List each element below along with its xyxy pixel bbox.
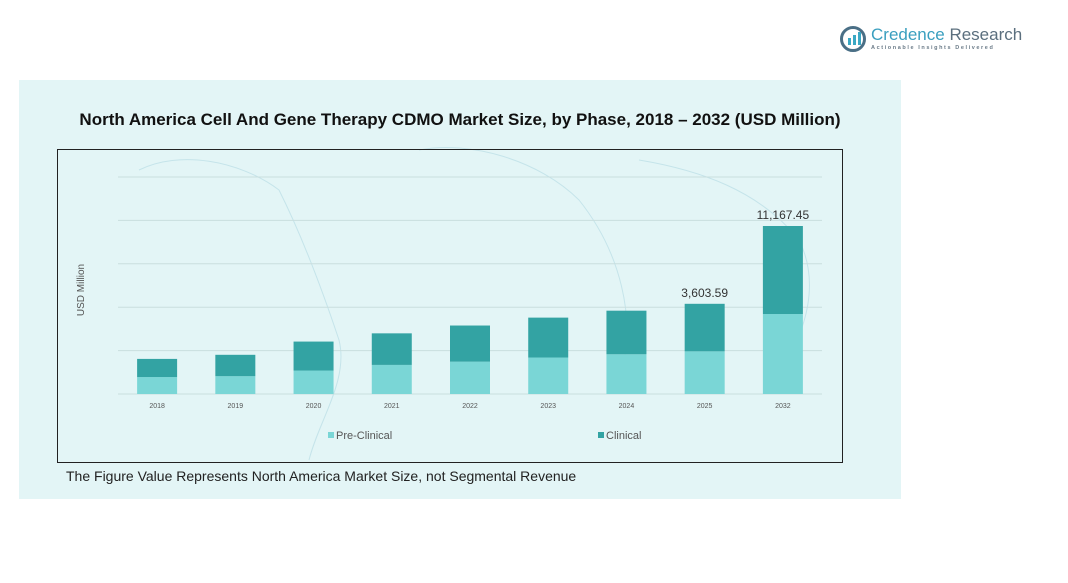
bar-clinical-2022 [450, 325, 490, 362]
bar-clinical-2032 [762, 226, 803, 315]
legend-label-pre-clinical: Pre-Clinical [336, 430, 392, 442]
bar-pre-clinical-2024 [606, 354, 647, 394]
chart-area: USD Million 2018 2019 2020 2021 2022 2023 2024 2… [57, 149, 843, 463]
bar-pre-clinical-2023 [528, 357, 569, 394]
x-tick-label: 2025 [697, 403, 713, 410]
bar-pre-clinical-2021 [371, 364, 412, 394]
bar-clinical-2025 [684, 303, 725, 352]
y-axis-label: USD Million [76, 264, 87, 316]
legend-swatch-pre-clinical [328, 432, 334, 438]
data-label-2032: 11,167.45 [757, 208, 810, 222]
bar-pre-clinical-2019 [215, 376, 256, 394]
bar-clinical-2020 [293, 341, 334, 371]
x-tick-label: 2021 [384, 403, 400, 410]
data-label-2025: 3,603.59 [681, 286, 728, 300]
legend-swatch-clinical [598, 432, 604, 438]
bar-clinical-2023 [528, 317, 569, 358]
chart-title: North America Cell And Gene Therapy CDMO… [79, 110, 841, 129]
x-tick-label: 2022 [462, 403, 478, 410]
x-tick-label: 2024 [619, 403, 635, 410]
x-tick-label: 2020 [306, 403, 322, 410]
bar-pre-clinical-2018 [137, 377, 178, 394]
footnote: The Figure Value Represents North Americ… [66, 468, 577, 484]
bar-clinical-2018 [137, 358, 178, 378]
x-tick-label: 2023 [540, 403, 556, 410]
brand-name: Credence Research [871, 25, 1023, 44]
stacked-bar-chart: USD Million 2018 2019 2020 2021 2022 2023 2024 2… [76, 176, 822, 442]
chart-panel: North America Cell And Gene Therapy CDMO… [19, 80, 901, 499]
brand-tagline: Actionable Insights Delivered [871, 45, 995, 51]
logo-icon [840, 26, 866, 52]
bar-pre-clinical-2032 [762, 314, 803, 394]
credence-research-logo: Credence Research Actionable Insights De… [840, 26, 1022, 52]
bar-pre-clinical-2025 [684, 351, 725, 394]
bar-clinical-2024 [606, 310, 647, 355]
bar-pre-clinical-2020 [293, 370, 334, 394]
x-tick-label: 2019 [228, 403, 244, 410]
bar-clinical-2021 [371, 333, 412, 365]
x-tick-label: 2018 [149, 403, 165, 410]
legend-label-clinical: Clinical [606, 430, 641, 442]
bar-clinical-2019 [215, 354, 256, 377]
x-tick-label: 2032 [775, 403, 791, 410]
bar-pre-clinical-2022 [450, 361, 490, 394]
